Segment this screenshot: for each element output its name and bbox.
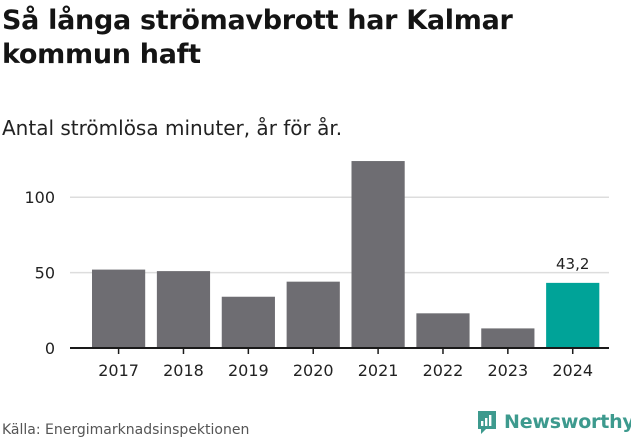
bar xyxy=(286,281,340,348)
x-tick-label: 2022 xyxy=(423,361,464,380)
bar xyxy=(351,161,405,348)
bar xyxy=(156,271,211,348)
chart-subtitle: Antal strömlösa minuter, år för år. xyxy=(2,116,343,140)
x-tick-label: 2017 xyxy=(98,361,139,380)
x-tick-label: 2023 xyxy=(487,361,528,380)
x-tick-label: 2019 xyxy=(228,361,269,380)
y-tick-label: 50 xyxy=(35,264,55,283)
bar xyxy=(546,282,600,348)
bar-chart: 0 50 100 2017 2018 2019 2020 2021 2022 2023 2024 43… xyxy=(24,161,609,380)
newsworthy-logo-icon xyxy=(478,411,496,434)
y-tick-label: 0 xyxy=(45,339,55,358)
x-tick-label: 2021 xyxy=(358,361,399,380)
bar xyxy=(92,269,146,348)
bar xyxy=(416,313,470,348)
source-note: Källa: Energimarknadsinspektionen xyxy=(2,422,250,438)
brand-name: Newsworthy xyxy=(504,411,631,433)
brand-logo[interactable]: Newsworthy xyxy=(476,408,631,436)
data-label: 43,2 xyxy=(556,255,589,273)
x-tick-label: 2018 xyxy=(163,361,204,380)
chart-title: Så långa strömavbrott har Kalmar kommun … xyxy=(2,5,513,70)
x-tick-label: 2020 xyxy=(293,361,334,380)
bar xyxy=(221,296,275,348)
x-tick-label: 2024 xyxy=(552,361,593,380)
y-tick-label: 100 xyxy=(24,188,55,207)
bar xyxy=(481,328,535,348)
